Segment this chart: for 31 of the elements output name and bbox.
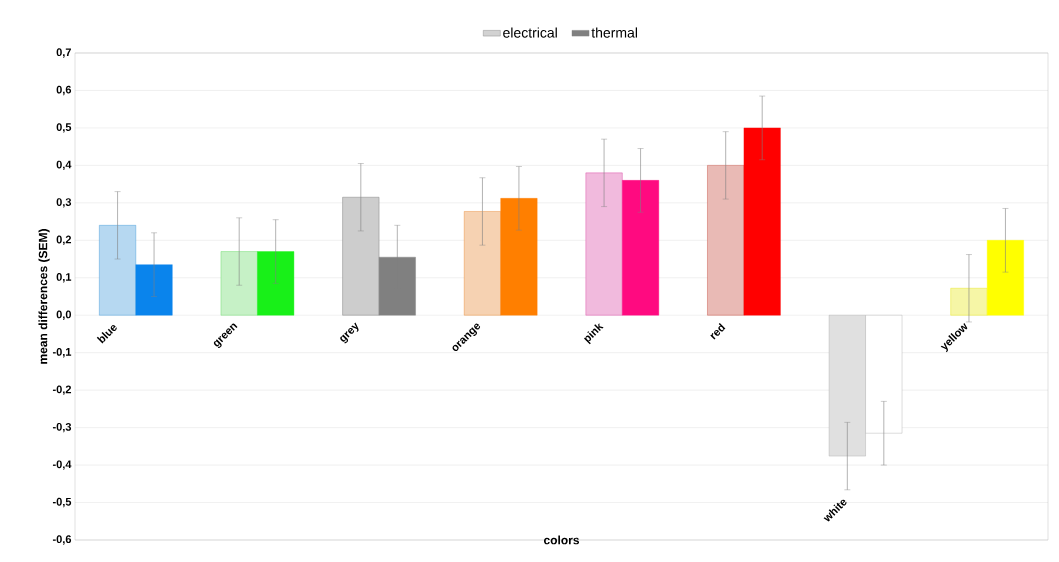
bar bbox=[987, 240, 1024, 316]
bar bbox=[950, 288, 988, 316]
bar bbox=[622, 180, 660, 316]
bar bbox=[257, 251, 295, 316]
y-axis-title: mean differences (SEM) bbox=[38, 229, 50, 364]
x-tick-label: red bbox=[710, 322, 726, 340]
bar bbox=[99, 225, 137, 316]
y-tick-label: 0,5 bbox=[56, 123, 72, 133]
bar bbox=[585, 172, 623, 316]
y-tick-label: 0,1 bbox=[56, 273, 72, 283]
y-tick-label: 0,6 bbox=[56, 85, 72, 96]
y-tick-label: -0,4 bbox=[52, 460, 72, 470]
y-tick-label: 0,7 bbox=[56, 48, 71, 58]
y-tick-label: 0,3 bbox=[56, 198, 72, 208]
bar bbox=[378, 256, 416, 316]
bar bbox=[500, 198, 538, 316]
legend-label: electrical bbox=[503, 27, 557, 38]
y-tick-label: -0,2 bbox=[52, 385, 72, 395]
y-tick-label: -0,3 bbox=[52, 422, 72, 433]
bar bbox=[743, 127, 781, 316]
bar bbox=[342, 197, 380, 316]
x-axis-title: colors bbox=[543, 535, 580, 545]
y-tick-label: -0,6 bbox=[52, 535, 72, 545]
y-tick-label: 0,2 bbox=[56, 235, 72, 245]
bar bbox=[707, 165, 745, 316]
legend-label: thermal bbox=[591, 27, 638, 38]
y-tick-label: -0,5 bbox=[52, 497, 72, 508]
y-tick-label: 0,4 bbox=[56, 160, 72, 171]
bar bbox=[464, 211, 501, 316]
y-tick-label: -0,1 bbox=[52, 348, 72, 358]
y-tick-label: 0,0 bbox=[56, 310, 72, 320]
